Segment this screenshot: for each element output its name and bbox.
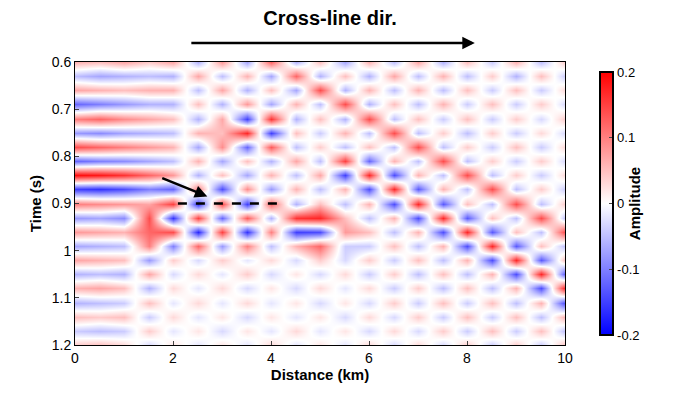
svg-text:10: 10 <box>557 350 573 366</box>
svg-text:-0.1: -0.1 <box>617 262 639 277</box>
svg-text:Amplitude: Amplitude <box>626 167 643 240</box>
svg-text:1: 1 <box>63 243 71 259</box>
svg-text:2: 2 <box>169 350 177 366</box>
svg-text:Distance (km): Distance (km) <box>271 366 369 383</box>
svg-text:6: 6 <box>365 350 373 366</box>
svg-text:0: 0 <box>71 350 79 366</box>
svg-text:0: 0 <box>617 196 624 211</box>
svg-text:8: 8 <box>463 350 471 366</box>
svg-text:4: 4 <box>267 350 275 366</box>
svg-text:0.6: 0.6 <box>52 54 72 70</box>
svg-text:0.8: 0.8 <box>52 148 72 164</box>
svg-text:1.1: 1.1 <box>52 290 72 306</box>
svg-text:Time (s): Time (s) <box>27 175 44 232</box>
svg-text:0.9: 0.9 <box>52 195 72 211</box>
svg-text:Cross-line dir.: Cross-line dir. <box>263 7 396 29</box>
svg-text:1.2: 1.2 <box>52 337 72 353</box>
svg-text:0.2: 0.2 <box>617 65 635 80</box>
svg-text:0.7: 0.7 <box>52 101 72 117</box>
svg-text:0.1: 0.1 <box>617 130 635 145</box>
svg-text:-0.2: -0.2 <box>617 328 639 343</box>
